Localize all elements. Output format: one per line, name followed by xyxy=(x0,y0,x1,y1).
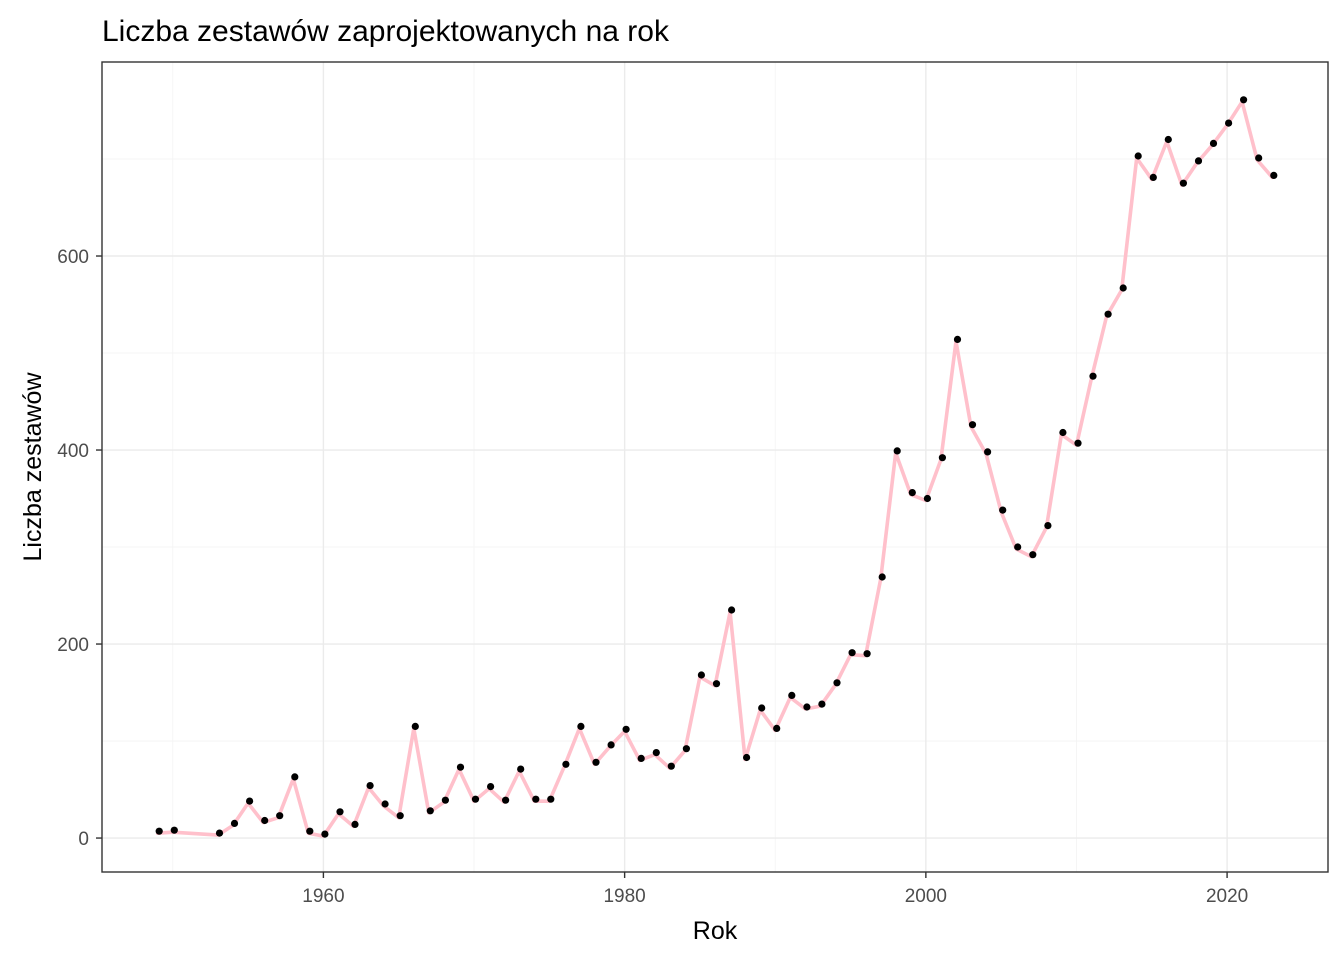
data-point-1972 xyxy=(502,796,510,804)
x-tick-label: 1980 xyxy=(603,886,645,907)
data-point-2016 xyxy=(1164,135,1172,144)
data-point-1992 xyxy=(803,703,811,711)
data-point-2022 xyxy=(1255,154,1263,162)
data-point-1990 xyxy=(773,724,781,733)
data-point-2014 xyxy=(1134,152,1142,160)
data-point-2001 xyxy=(938,454,947,462)
data-point-1984 xyxy=(682,745,691,753)
data-point-2000 xyxy=(923,494,932,503)
data-point-1998 xyxy=(893,447,901,455)
data-point-1993 xyxy=(818,700,826,708)
data-point-1976 xyxy=(562,760,570,768)
data-point-2011 xyxy=(1089,372,1097,380)
data-point-1965 xyxy=(396,812,404,820)
data-point-1981 xyxy=(637,754,645,763)
series-line xyxy=(155,100,1275,838)
data-point-1991 xyxy=(788,691,796,700)
x-tick-label: 2000 xyxy=(905,886,947,907)
data-point-1959 xyxy=(306,827,314,835)
data-point-2005 xyxy=(999,506,1007,514)
data-point-1960 xyxy=(321,830,329,838)
panel-border xyxy=(101,61,1329,873)
data-points xyxy=(155,96,1278,838)
data-point-1994 xyxy=(833,679,841,687)
data-point-1970 xyxy=(471,795,480,803)
data-point-1999 xyxy=(908,489,916,497)
data-point-2021 xyxy=(1240,96,1248,104)
data-point-1975 xyxy=(547,795,555,803)
data-point-1986 xyxy=(712,680,721,688)
data-point-1997 xyxy=(878,573,886,581)
data-point-2023 xyxy=(1270,171,1278,179)
data-point-2018 xyxy=(1194,157,1203,165)
data-point-1995 xyxy=(848,649,856,657)
grid xyxy=(102,62,1328,872)
data-point-2007 xyxy=(1029,551,1037,559)
x-axis: 1960 1980 2000 2020 xyxy=(302,872,1248,907)
data-point-1949 xyxy=(155,827,163,835)
data-point-2015 xyxy=(1149,173,1157,181)
data-point-2002 xyxy=(953,335,962,343)
data-point-2003 xyxy=(968,421,977,429)
data-point-1980 xyxy=(622,725,630,733)
data-point-1955 xyxy=(246,797,254,805)
data-point-1983 xyxy=(667,762,675,770)
data-point-1963 xyxy=(366,782,374,790)
data-point-1961 xyxy=(336,808,344,816)
data-point-2019 xyxy=(1209,139,1218,147)
data-point-1978 xyxy=(592,758,600,766)
data-point-1956 xyxy=(261,816,269,825)
data-point-1967 xyxy=(426,807,434,815)
data-point-2012 xyxy=(1104,310,1112,318)
chart-title: Liczba zestawów zaprojektowanych na rok xyxy=(102,15,670,48)
data-point-1958 xyxy=(291,773,299,781)
y-axis-title: Liczba zestawów xyxy=(19,372,47,562)
data-point-2013 xyxy=(1119,284,1127,292)
data-point-1989 xyxy=(758,704,766,712)
data-point-1974 xyxy=(532,795,540,803)
data-point-1987 xyxy=(728,606,736,614)
data-point-1985 xyxy=(697,671,706,679)
data-point-1969 xyxy=(456,763,465,771)
y-tick-label: 400 xyxy=(57,441,89,462)
data-point-1957 xyxy=(276,812,284,820)
data-point-2008 xyxy=(1044,522,1052,530)
data-point-1982 xyxy=(652,749,660,757)
x-tick-label: 2020 xyxy=(1206,886,1248,907)
data-point-1964 xyxy=(381,800,389,808)
data-point-1953 xyxy=(215,829,224,837)
data-point-2009 xyxy=(1059,428,1067,437)
data-point-1950 xyxy=(170,826,178,834)
data-point-1977 xyxy=(577,722,585,731)
data-point-1962 xyxy=(351,820,359,829)
data-point-2004 xyxy=(984,448,992,456)
x-tick-label: 1960 xyxy=(302,886,344,907)
data-point-1979 xyxy=(607,741,615,749)
data-point-1968 xyxy=(441,796,449,804)
data-point-1954 xyxy=(230,819,239,828)
data-point-1971 xyxy=(487,783,495,791)
data-point-1973 xyxy=(517,765,525,773)
y-tick-label: 600 xyxy=(57,247,89,268)
series-line-layer xyxy=(155,100,1275,838)
data-point-2006 xyxy=(1014,543,1022,551)
x-axis-title: Rok xyxy=(693,917,738,945)
data-point-2020 xyxy=(1225,119,1233,127)
data-point-1966 xyxy=(411,722,419,731)
data-point-2017 xyxy=(1179,179,1187,187)
y-tick-label: 200 xyxy=(57,635,89,656)
y-tick-label: 0 xyxy=(78,829,89,850)
data-point-2010 xyxy=(1074,439,1082,447)
data-point-1988 xyxy=(743,753,751,762)
y-axis: 0 200 400 600 xyxy=(57,247,102,850)
data-point-1996 xyxy=(863,650,871,658)
